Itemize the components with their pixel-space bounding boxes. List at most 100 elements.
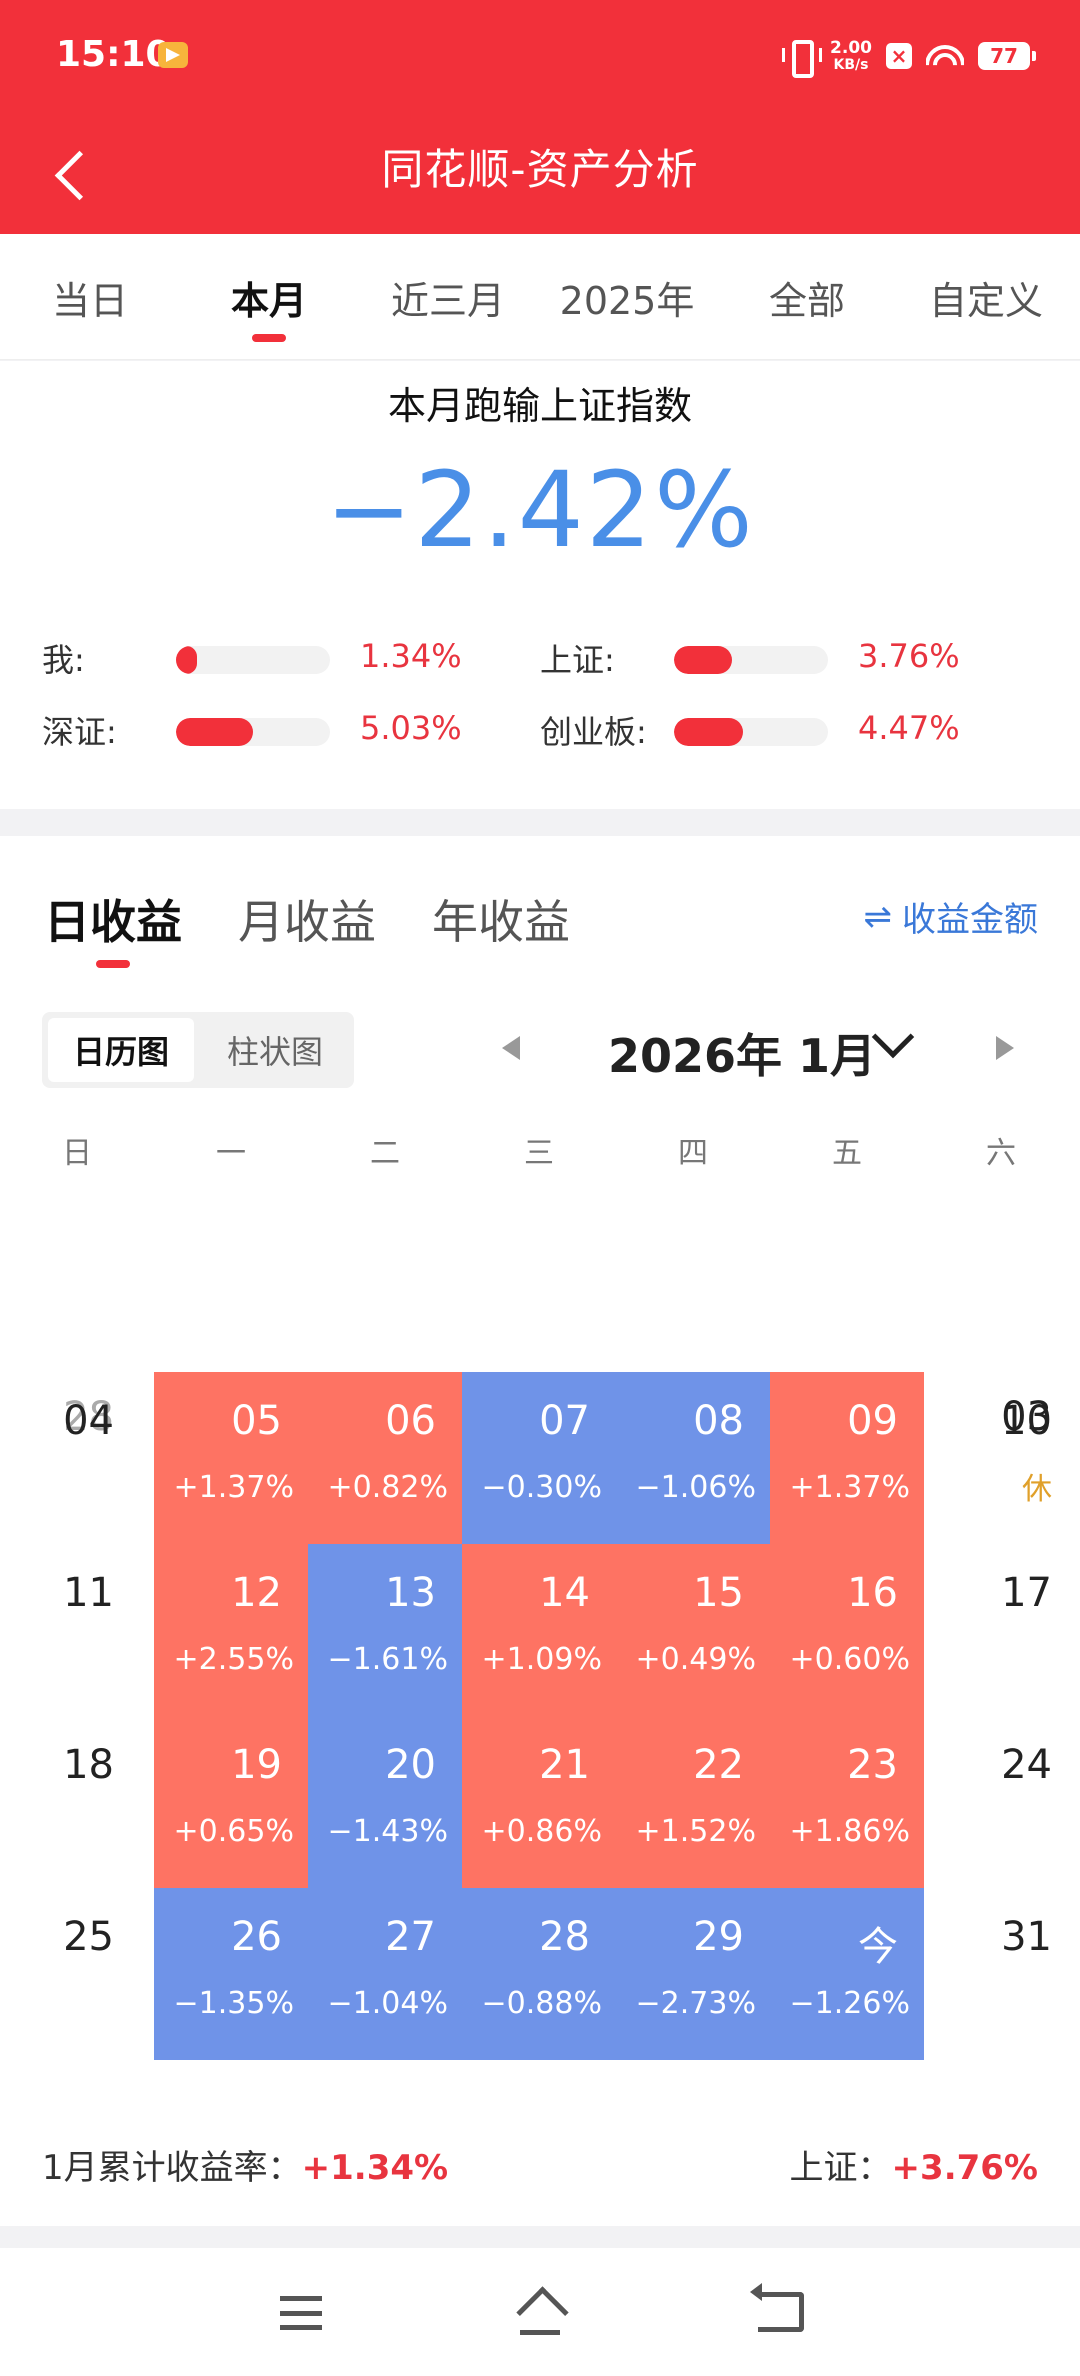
calendar-day[interactable]: 今 −1.26% — [770, 1888, 924, 2060]
day-number: 20 — [385, 1742, 436, 1788]
swap-icon: ⇌ — [863, 896, 893, 937]
day-return: −1.26% — [789, 1986, 910, 2021]
day-return: +1.37% — [173, 1470, 294, 1505]
bar-view-button[interactable]: 柱状图 — [226, 1033, 323, 1071]
day-number: 28 — [539, 1914, 590, 1960]
tab-custom[interactable]: 自定义 — [928, 279, 1044, 323]
day-number: 07 — [539, 1398, 590, 1444]
no-sim-icon: × — [886, 43, 912, 69]
status-time: 15:10 — [56, 34, 171, 75]
day-number: 25 — [63, 1914, 114, 1960]
tab-monthly-returns[interactable]: 月收益 — [238, 895, 376, 949]
calendar-day[interactable]: 07 −0.30% — [462, 1372, 616, 1544]
home-icon[interactable] — [514, 2288, 566, 2338]
day-number: 06 — [385, 1398, 436, 1444]
calendar-day[interactable]: 24 — [924, 1716, 1078, 1888]
day-return: −2.73% — [635, 1986, 756, 2021]
calendar-day[interactable]: 18 — [0, 1716, 154, 1888]
tab-daily-returns[interactable]: 日收益 — [44, 895, 182, 949]
calendar-day[interactable]: 29 −2.73% — [616, 1888, 770, 2060]
compare-bar-track — [674, 646, 828, 674]
tab-2025[interactable]: 2025年 — [559, 279, 695, 323]
calendar-day[interactable]: 05 +1.37% — [154, 1372, 308, 1544]
calendar-day[interactable]: 04 — [0, 1372, 154, 1544]
day-return: +2.55% — [173, 1642, 294, 1677]
calendar-day[interactable]: 08 −1.06% — [616, 1372, 770, 1544]
chevron-down-icon[interactable] — [871, 1015, 915, 1059]
day-return: −1.06% — [635, 1470, 756, 1505]
calendar-day[interactable]: 23 +1.86% — [770, 1716, 924, 1888]
compare-label: 深证: — [42, 713, 117, 751]
summary-title: 本月跑输上证指数 — [387, 384, 692, 428]
nav-bar: 同花顺-资产分析 — [0, 110, 1080, 234]
calendar-day[interactable]: 16 +0.60% — [770, 1544, 924, 1716]
summary-card: 本月跑输上证指数 −2.42% 我: 1.34% 上证: 3.76% 深证: 5… — [0, 361, 1080, 809]
menu-icon[interactable] — [280, 2296, 322, 2330]
day-return: −1.61% — [327, 1642, 448, 1677]
holiday-label: 休 — [1022, 1472, 1052, 1507]
day-number: 03 — [1001, 1394, 1052, 1440]
day-number: 27 — [385, 1914, 436, 1960]
calendar-day[interactable]: 11 — [0, 1544, 154, 1716]
calendar-day[interactable]: 27 −1.04% — [308, 1888, 462, 2060]
compare-value: 5.03% — [360, 709, 462, 747]
tab-this-month[interactable]: 本月 — [230, 279, 308, 323]
calendar-view-button[interactable]: 日历图 — [48, 1018, 194, 1082]
calendar-day[interactable]: 25 — [0, 1888, 154, 2060]
amount-toggle-button[interactable]: ⇌ 收益金额 — [864, 892, 1039, 941]
day-return: +0.86% — [481, 1814, 602, 1849]
calendar-day[interactable]: 22 +1.52% — [616, 1716, 770, 1888]
month-label[interactable]: 2026年 1月 — [608, 1029, 877, 1083]
weekday-label: 三 — [524, 1136, 554, 1171]
calendar-day[interactable]: 15 +0.49% — [616, 1544, 770, 1716]
month-cumulative-return: 1月累计收益率：+1.34% — [42, 2140, 448, 2189]
calendar-day[interactable]: 20 −1.43% — [308, 1716, 462, 1888]
calendar-day[interactable]: 21 +0.86% — [462, 1716, 616, 1888]
calendar-day[interactable]: 28 −0.88% — [462, 1888, 616, 2060]
day-number: 29 — [693, 1914, 744, 1960]
calendar-day[interactable]: 14 +1.09% — [462, 1544, 616, 1716]
tab-yearly-returns[interactable]: 年收益 — [432, 895, 570, 949]
returns-section: 日收益 月收益 年收益 ⇌ 收益金额 日历图 柱状图 2026年 1月 日 一 二 三… — [0, 836, 1080, 2226]
day-return: +0.49% — [635, 1642, 756, 1677]
calendar-day[interactable]: 26 −1.35% — [154, 1888, 308, 2060]
calendar-day[interactable]: 31 — [924, 1888, 1078, 2060]
day-number: 22 — [693, 1742, 744, 1788]
day-return: +0.65% — [173, 1814, 294, 1849]
tab-all[interactable]: 全部 — [768, 279, 846, 323]
day-number: 今 — [858, 1924, 898, 1970]
calendar-day[interactable]: 06 +0.82% — [308, 1372, 462, 1544]
calendar-day[interactable]: 12 +2.55% — [154, 1544, 308, 1716]
calendar-day[interactable]: 03 休 — [924, 1368, 1078, 1532]
cumulative-label: 1月累计收益率： — [42, 2148, 302, 2188]
weekday-label: 日 — [62, 1136, 92, 1171]
next-month-icon[interactable] — [996, 1036, 1014, 1060]
shanghai-return: 上证：+3.76% — [790, 2140, 1038, 2189]
calendar-day[interactable]: 28 — [0, 1368, 154, 1532]
day-number: 04 — [63, 1398, 114, 1444]
compare-bar-fill — [674, 718, 743, 746]
calendar-day[interactable]: 13 −1.61% — [308, 1544, 462, 1716]
day-return: +0.60% — [789, 1642, 910, 1677]
prev-month-icon[interactable] — [502, 1036, 520, 1060]
return-icon[interactable] — [750, 2283, 804, 2332]
day-number: 16 — [847, 1570, 898, 1616]
calendar-day[interactable]: 10 — [924, 1372, 1078, 1544]
day-return: +1.52% — [635, 1814, 756, 1849]
calendar-day[interactable]: 17 — [924, 1544, 1078, 1716]
calendar-day[interactable]: 09 +1.37% — [770, 1372, 924, 1544]
view-toggle: 日历图 柱状图 — [42, 1012, 354, 1088]
tab-today[interactable]: 当日 — [51, 279, 129, 323]
day-number: 24 — [1001, 1742, 1052, 1788]
day-return: −1.04% — [327, 1986, 448, 2021]
shanghai-label: 上证： — [789, 2148, 892, 2188]
active-tab-indicator — [252, 334, 286, 342]
vibrate-icon — [782, 38, 823, 78]
day-number: 14 — [539, 1570, 590, 1616]
tab-three-months[interactable]: 近三月 — [390, 279, 506, 323]
compare-bar-fill — [176, 718, 254, 746]
calendar-day[interactable]: 19 +0.65% — [154, 1716, 308, 1888]
day-number: 18 — [63, 1742, 114, 1788]
day-return: +0.82% — [327, 1470, 448, 1505]
weekday-label: 六 — [986, 1136, 1016, 1171]
